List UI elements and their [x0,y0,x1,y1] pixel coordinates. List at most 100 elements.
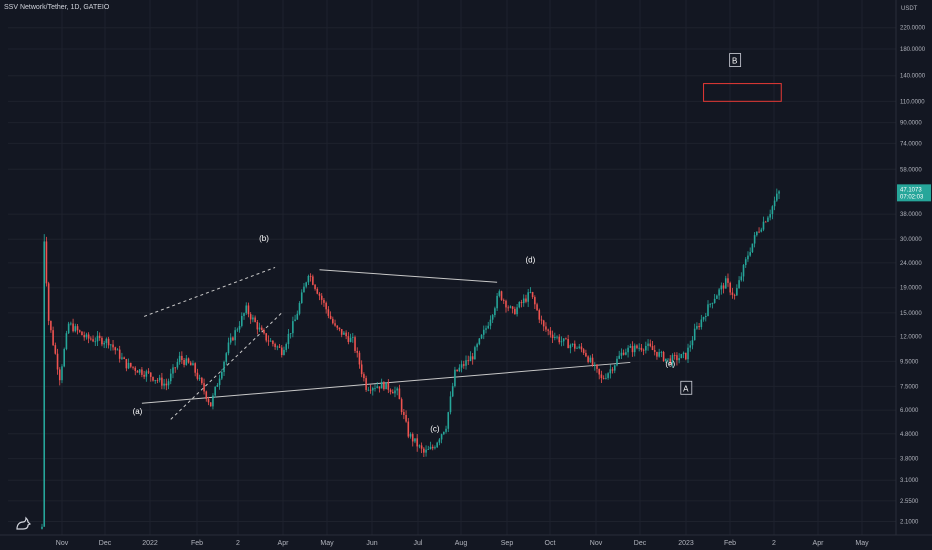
candle-body [605,377,607,379]
candle-body [101,337,103,345]
candle-body [696,326,698,329]
candle-body [474,347,476,360]
candle-body [716,295,718,299]
time-tick-label: Nov [56,540,69,547]
candle-body [574,343,576,349]
candle-body [445,428,447,432]
candle-body [585,352,587,357]
wave-label: B [732,57,737,66]
candle-body [463,364,465,366]
candle-body [478,338,481,345]
candle-body [762,221,765,230]
candle-body [767,217,769,222]
candle-body [90,338,92,340]
wave-label: (c) [430,424,440,433]
candle-body [209,402,212,407]
candle-body [589,357,592,363]
candle-body [458,367,461,372]
candle-body [336,325,339,328]
price-tick-label: 15.0000 [900,311,922,317]
candle-body [536,304,538,311]
candle-body [509,306,512,308]
candle-body [203,383,205,392]
candle-body [385,382,387,390]
candle-body [156,380,159,381]
candle-body [465,360,467,366]
candle-body [232,337,234,341]
candle-body [434,447,436,449]
candle-body [285,344,287,350]
price-tick-label: 38.0000 [900,212,922,218]
time-tick-label: Dec [99,540,112,547]
candle-body [640,347,643,350]
time-tick-label: 2 [772,540,776,547]
price-tick-label: 220.0000 [900,26,926,32]
candle-body [305,282,307,287]
candle-body [411,434,414,442]
candle-body [778,191,780,194]
time-axis[interactable]: Nov Dec 2022 Feb 2 Apr May Jun Jul Aug Sep Oct Nov De… [0,534,932,547]
candle-body [265,333,268,341]
candle-body [196,372,199,379]
price-axis[interactable]: 220.0000 180.0000 140.0000 110.0000 90.0000 7… [895,0,926,535]
candle-body [396,388,398,391]
candle-body [480,334,483,339]
axis-unit-label: USDT [901,6,918,12]
candle-body [631,346,634,353]
price-tick-label: 180.0000 [900,47,926,53]
candle-body [600,374,603,379]
candle-body [254,317,256,322]
candle-body [267,340,270,342]
candle-body [502,299,505,301]
candle-body [272,340,274,344]
candle-body [303,286,305,293]
candle-body [758,231,760,233]
candle-body [227,342,230,354]
candle-body [125,358,128,369]
candle-body [349,337,352,342]
candle-body [163,383,165,386]
wave-label: (d) [526,256,536,265]
candle-body [538,310,541,320]
time-tick-label: Feb [724,540,736,547]
candle-body [707,304,709,317]
candle-body [371,388,374,391]
candle-body [505,300,507,308]
candle-body [645,345,647,351]
target-zone [703,83,782,102]
candle-body [278,346,281,348]
candle-body [722,285,725,289]
candle-body [247,305,250,315]
price-tick-label: 74.0000 [900,141,922,147]
candle-body [167,381,170,386]
time-tick-label: Nov [590,540,603,547]
candle-body [620,352,623,356]
candle-body [83,335,85,338]
candle-body [58,369,61,381]
candle-body [529,291,532,293]
candle-body [363,374,365,379]
candle-body [702,317,705,320]
candle-body [571,343,574,346]
candle-body [338,327,341,330]
candle-body [416,438,418,447]
candle-body [67,323,70,334]
candle-body [516,307,518,315]
candle-body [105,338,108,343]
time-tick-label: Apr [813,540,825,547]
candle-body [467,360,470,362]
candle-body [418,445,421,447]
tradingview-logo-icon [16,516,32,530]
candle-body [460,364,463,368]
candle-body [325,302,327,310]
candle-body [225,353,228,362]
candle-body [394,390,396,394]
candle-body [482,329,485,335]
candle-body [471,356,474,360]
candle-body [709,303,712,305]
candle-body [50,320,52,331]
time-tick-label: May [320,540,334,547]
candle-body [591,357,594,366]
